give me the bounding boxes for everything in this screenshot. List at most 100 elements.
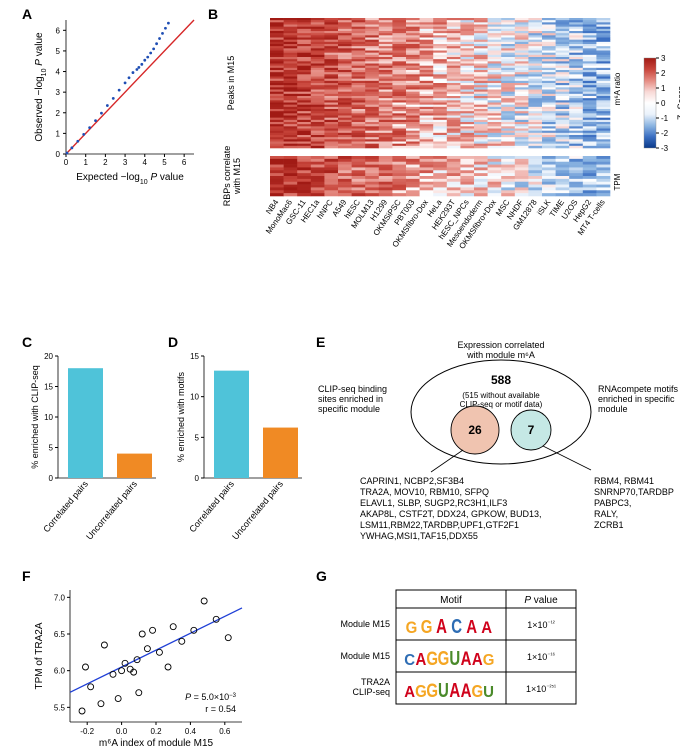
svg-text:G: G [471, 681, 483, 702]
svg-text:G: G [415, 681, 427, 702]
svg-text:Correlated pairs: Correlated pairs [41, 478, 90, 534]
svg-text:Module M15: Module M15 [340, 651, 390, 661]
svg-text:0.6: 0.6 [219, 727, 231, 736]
svg-text:G: G [406, 619, 418, 637]
panel-c-barchart: 05101520Correlated pairsUncorrelated pai… [26, 350, 162, 560]
svg-text:588: 588 [491, 373, 511, 387]
svg-text:U: U [438, 679, 449, 702]
svg-text:3: 3 [123, 158, 128, 167]
panel-e-venn: Expression correlatedwith module m⁶A588(… [316, 340, 686, 570]
svg-text:% enriched with motifs: % enriched with motifs [176, 371, 186, 462]
svg-text:10: 10 [44, 413, 53, 422]
svg-text:Uncorrelated pairs: Uncorrelated pairs [230, 478, 285, 541]
panel-b-label: B [208, 6, 218, 22]
svg-text:U: U [483, 684, 494, 702]
svg-text:1: 1 [56, 129, 61, 138]
svg-text:G: G [438, 647, 450, 670]
svg-text:4: 4 [56, 68, 61, 77]
svg-text:A: A [466, 616, 477, 637]
svg-text:m⁶A index of module M15: m⁶A index of module M15 [99, 738, 214, 749]
svg-text:2: 2 [103, 158, 108, 167]
svg-text:0: 0 [195, 474, 200, 483]
svg-text:G: G [421, 616, 433, 637]
svg-text:3: 3 [661, 54, 666, 63]
svg-text:A: A [436, 615, 447, 638]
panel-c-label: C [22, 334, 32, 350]
panel-g-table: MotifP valueModule M15GGACAA1×10⁻¹²Modul… [318, 584, 668, 744]
svg-text:5: 5 [56, 47, 61, 56]
svg-text:Uncorrelated pairs: Uncorrelated pairs [84, 478, 139, 541]
svg-text:7.0: 7.0 [54, 593, 66, 602]
svg-text:5: 5 [195, 433, 200, 442]
svg-text:26: 26 [468, 423, 482, 437]
svg-text:0: 0 [56, 150, 61, 159]
svg-text:Observed −log10 P value: Observed −log10 P value [34, 32, 48, 142]
svg-text:6.5: 6.5 [54, 630, 66, 639]
svg-text:A: A [472, 649, 483, 670]
svg-text:-3: -3 [661, 144, 669, 153]
svg-text:P value: P value [524, 595, 558, 606]
svg-text:-0.2: -0.2 [80, 727, 94, 736]
svg-text:7: 7 [528, 423, 535, 437]
svg-text:m⁶A ratio: m⁶A ratio [613, 72, 622, 105]
svg-text:Z−Score: Z−Score [676, 86, 680, 120]
svg-text:10: 10 [190, 393, 199, 402]
svg-text:CAPRIN1, NCBP2,SF3B4TRA2A, MOV: CAPRIN1, NCBP2,SF3B4TRA2A, MOV10, RBM10,… [360, 476, 542, 541]
svg-text:0: 0 [64, 158, 69, 167]
svg-text:TPM of TRA2A: TPM of TRA2A [34, 622, 45, 689]
svg-text:0: 0 [49, 474, 54, 483]
svg-text:Expression correlatedwith modu: Expression correlatedwith module m⁶A [457, 340, 544, 360]
svg-text:Correlated pairs: Correlated pairs [187, 478, 236, 534]
svg-text:r = 0.54: r = 0.54 [205, 704, 236, 714]
panel-a-qqplot: 0 1 2 3 4 5 6 0 1 2 3 4 5 6 Expected −log10 P value Obs… [30, 14, 200, 184]
svg-text:A: A [415, 649, 426, 670]
svg-text:C: C [451, 615, 462, 638]
svg-text:6.0: 6.0 [54, 667, 66, 676]
svg-text:-1: -1 [661, 114, 669, 123]
svg-text:A: A [481, 619, 492, 637]
svg-text:6: 6 [56, 26, 61, 35]
svg-text:20: 20 [44, 352, 53, 361]
svg-text:0.2: 0.2 [150, 727, 162, 736]
svg-text:A: A [461, 647, 472, 669]
svg-text:0.4: 0.4 [185, 727, 197, 736]
svg-text:1: 1 [83, 158, 88, 167]
svg-text:Expected −log10 P value: Expected −log10 P value [76, 172, 184, 184]
svg-text:CLIP-seq bindingsites enriched: CLIP-seq bindingsites enriched inspecifi… [318, 384, 387, 414]
svg-text:A: A [404, 684, 415, 702]
svg-text:2: 2 [56, 109, 61, 118]
svg-text:A: A [449, 679, 460, 702]
svg-text:1×10⁻¹⁶: 1×10⁻¹⁶ [527, 652, 555, 662]
svg-text:TRA2ACLIP-seq: TRA2ACLIP-seq [352, 677, 390, 697]
svg-text:RBM4, RBM41SNRNP70,TARDBPPABPC: RBM4, RBM41SNRNP70,TARDBPPABPC3,RALY,ZCR… [594, 476, 674, 530]
svg-text:1×10⁻²⁵¹: 1×10⁻²⁵¹ [526, 684, 556, 694]
svg-text:0.0: 0.0 [116, 727, 128, 736]
svg-text:5: 5 [49, 444, 54, 453]
panel-d-label: D [168, 334, 178, 350]
svg-text:1×10⁻¹²: 1×10⁻¹² [527, 620, 554, 630]
panel-b-heatmap: NB4MonoMac6GSC-11HEC1ahNPCA549hESCMOLM13… [220, 14, 680, 334]
svg-text:1: 1 [661, 84, 666, 93]
panel-d-barchart: 0 5 10 15 Correlated pairsUncorrelated pairs… [172, 350, 308, 560]
svg-text:P = 5.0×10−3: P = 5.0×10−3 [185, 692, 237, 702]
svg-text:-2: -2 [661, 129, 669, 138]
svg-text:Module M15: Module M15 [340, 619, 390, 629]
svg-text:A: A [461, 679, 472, 701]
svg-text:5: 5 [162, 158, 167, 167]
svg-text:5.5: 5.5 [54, 703, 66, 712]
svg-text:G: G [426, 679, 438, 701]
svg-text:% enriched with CLIP-seq: % enriched with CLIP-seq [30, 365, 40, 469]
svg-text:G: G [483, 652, 495, 670]
svg-text:Motif: Motif [440, 595, 462, 606]
svg-text:0: 0 [661, 99, 666, 108]
svg-text:15: 15 [190, 352, 199, 361]
svg-text:2: 2 [661, 69, 666, 78]
svg-text:4: 4 [143, 158, 148, 167]
panel-g-label: G [316, 568, 327, 584]
figure-root: A B C D E F G 01234560123456Expected −lo… [0, 0, 686, 753]
svg-text:6: 6 [182, 158, 187, 167]
svg-text:RNAcompete motifsenriched in s: RNAcompete motifsenriched in specificmod… [598, 384, 679, 414]
panel-f-scatter: -0.2 0.0 0.2 0.4 0.6 5.5 6.0 6.5 7.0 m⁶A index of… [30, 582, 250, 750]
svg-text:G: G [426, 647, 438, 669]
svg-text:3: 3 [56, 88, 61, 97]
